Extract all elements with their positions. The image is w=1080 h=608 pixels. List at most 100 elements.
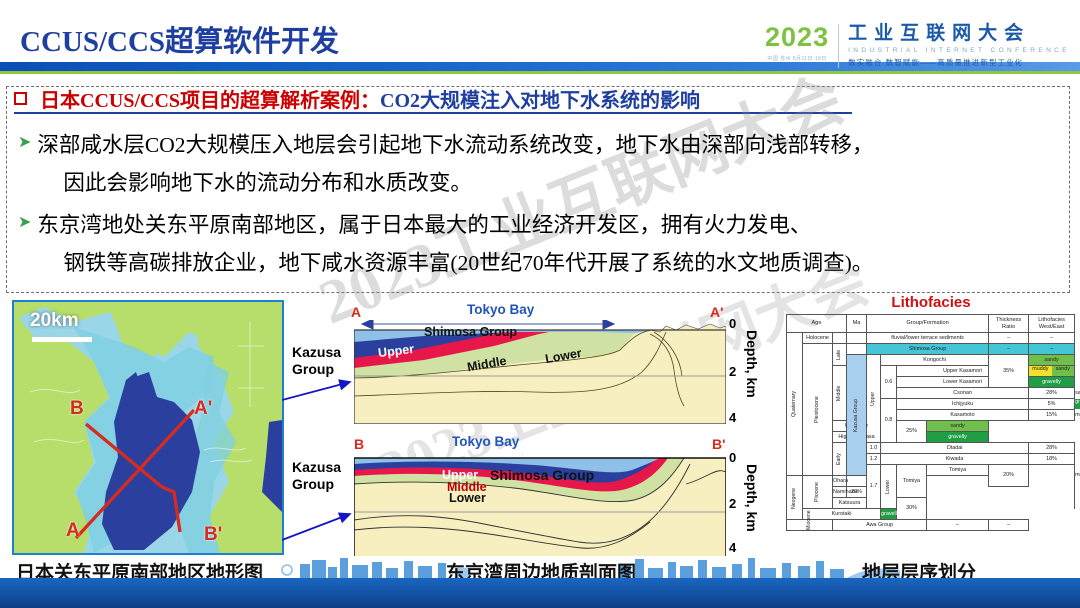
litho-chip-muddy: muddy (1029, 366, 1052, 376)
litho-fluvial: – (1028, 332, 1076, 344)
col-header-thickness: Thickness Ratio (988, 314, 1030, 333)
depth-tick-2-aa: 2 (729, 364, 737, 379)
kazusa-group-label-aa: Kazusa Group (292, 344, 342, 377)
table-row: Middle 0.6 Upper Kasamori muddy sandy (787, 365, 1076, 421)
table-row: 0.8 Ichijyuku 5% gravelly sandy (787, 398, 1080, 443)
formation-namihana: Namihana (831, 486, 858, 498)
section-graphic-aa (354, 320, 726, 424)
page-title: CCUS/CCS超算软件开发 (20, 26, 340, 58)
lithofacies-title: Lithofacies (891, 294, 971, 311)
subheading-red-text: 日本CCUS/CCS项目的超算解析案例： (40, 90, 381, 112)
bullet-line-2: 钢铁等高碳排放企业，地下咸水资源丰富(20世纪70年代开展了系统的水文地质调查)… (63, 251, 874, 275)
shimosa-group-label-aa: Shimosa Group (424, 325, 518, 339)
table-row: Pleistocene Late Shimosa Group – – (787, 343, 1076, 476)
col-header-lithofacies: Lithofacies West/East (1028, 314, 1076, 333)
col-header-ma: Ma (846, 314, 868, 333)
formation-kurotaki: Kurotaki (801, 508, 882, 520)
lithofacies-table: Age Ma Group/Formation Thickness Ratio Li… (785, 314, 1080, 531)
litho-higashi-higasa: gravelly (926, 431, 990, 443)
thickness-otadai: 28% (1028, 442, 1076, 454)
thickness-kiwada: 18% (1028, 453, 1076, 465)
logo-year: 2023 (765, 22, 830, 52)
bullet-line-1: 东京湾地处关东平原南部地区，属于日本最大的工业经济开发区，拥有火力发电、 (37, 213, 812, 237)
ma-0-6: 0.6 (880, 365, 898, 399)
table-row: Neogene Pliocene Ohara (786, 475, 1075, 520)
age-era-neogene: Neogene (786, 475, 803, 520)
section-label-b: B (354, 436, 365, 452)
map-scale-label: 20km (30, 310, 79, 331)
unit-lower-bb: Lower (449, 491, 486, 505)
bay-label-bb: Tokyo Bay (452, 434, 520, 449)
ma-blank-1 (846, 343, 868, 355)
col-header-age: Age (785, 314, 848, 333)
lithofacies-panel: Lithofacies Age Ma Group/Formation Thick… (785, 294, 1080, 556)
table-row: Lower Kasamori gravelly (787, 376, 1076, 388)
table-row: Kasamoto 15% muddy (787, 409, 1080, 421)
table-row: Miocene Awa Group – – (786, 510, 1075, 531)
formation-lower-kasamori: Lower Kasamori (896, 376, 1030, 388)
kazusa-group-label-bb: Kazusa Group (292, 459, 342, 492)
formation-kiwada: Kiwada (880, 453, 1030, 465)
formation-tomiya-group: Tomiya (896, 464, 928, 498)
depth-axis-label-aa: Depth, km (744, 330, 760, 398)
bullet-body: 深部咸水层CO2大规模压入地层会引起地下水流动系统改变，地下水由深部向浅部转移，… (37, 126, 873, 202)
logo-tagline: 数实融合 数智赋能——高质量推进新型工业化 (848, 57, 1024, 67)
formation-kongochi: Kongochi (880, 354, 990, 366)
group-kazusa: Kazusa Group (846, 354, 867, 476)
litho-kongochi: sandy (1028, 354, 1076, 366)
subheading-underline (14, 112, 852, 114)
subheading-blue-text: CO2大规模注入对地下水系统的影响 (380, 90, 701, 112)
map-scale-bar (32, 337, 92, 342)
litho-chip-sandy: sandy (1051, 366, 1075, 376)
age-stage-blank (831, 332, 848, 344)
skyline-graphic (281, 558, 900, 579)
subgroup-lower: Lower (880, 464, 897, 509)
formation-ichijyuku: Ichijyuku (896, 398, 1030, 410)
litho-awa: – (988, 519, 1030, 531)
litho-lower-kasamori: gravelly (1028, 376, 1076, 388)
thickness-kasamoto: 15% (1028, 409, 1076, 421)
header-divider-green (0, 71, 1080, 74)
map-graphic (14, 302, 282, 553)
thickness-awa: – (926, 519, 990, 531)
thickness-ichijyuku: 5% (1028, 398, 1076, 410)
table-header-row: Age Ma Group/Formation Thickness Ratio Li… (785, 314, 1076, 333)
thickness-umegase: 25% (896, 420, 928, 443)
table-row: Umegase 25% sandy (787, 420, 1075, 443)
topographic-map: 20km A A' B B' (12, 300, 284, 555)
list-item: ➤ 东京湾地处关东平原南部地区，属于日本最大的工业经济开发区，拥有火力发电、 钢… (18, 206, 1068, 282)
arrow-bullet-icon: ➤ (18, 134, 32, 151)
age-stage-early: Early (832, 442, 847, 476)
list-item: ➤ 深部咸水层CO2大规模压入地层会引起地下水流动系统改变，地下水由深部向浅部转… (18, 126, 1068, 202)
map-point-a-prime: A' (194, 398, 213, 419)
depth-tick-4-aa: 4 (729, 410, 737, 425)
section-label-b-prime: B' (712, 436, 726, 452)
arrow-bullet-icon: ➤ (18, 214, 32, 231)
depth-tick-0-aa: 0 (729, 316, 737, 331)
ma-1-0: 1.0 (866, 442, 882, 454)
age-epoch-miocene: Miocene (786, 510, 833, 531)
formation-shimosa-group: Shimosa Group (866, 343, 990, 355)
ma-stage-middle: Middle (832, 365, 847, 421)
depth-tick-2-bb: 2 (729, 496, 737, 511)
logo-divider (838, 24, 840, 68)
age-era-quaternary: Quaternary (786, 332, 803, 476)
thickness-shimosa: – (988, 343, 1030, 355)
table-row: Kurotaki gravelly (787, 508, 1075, 520)
formation-csonan: Csonan (896, 387, 1030, 399)
formation-tomiya: Tomiya (926, 464, 990, 476)
ma-blank-0 (846, 332, 868, 344)
conference-logo: 2023 中国·苏州 8月11日-18日 工业互联网大会 INDUSTRIAL … (765, 24, 1070, 68)
formation-otadai: Otadai (880, 442, 1030, 454)
header-divider-blue (0, 62, 1080, 71)
table-row: Early 1.0 Otadai 28% muddy (787, 442, 1080, 478)
map-point-b: B (70, 398, 84, 419)
unit-middle-bb: Middle (447, 480, 487, 494)
litho-chip-gravelly: gravelly (1075, 399, 1080, 409)
thickness-fluvial: – (988, 332, 1030, 344)
ma-0-8: 0.8 (880, 398, 898, 443)
depth-axis-label-bb: Depth, km (744, 464, 760, 532)
litho-kurotaki: gravelly (880, 508, 900, 520)
shimosa-group-label-bb: Shimosa Group (490, 467, 595, 483)
litho-shimosa: – (1028, 343, 1076, 355)
